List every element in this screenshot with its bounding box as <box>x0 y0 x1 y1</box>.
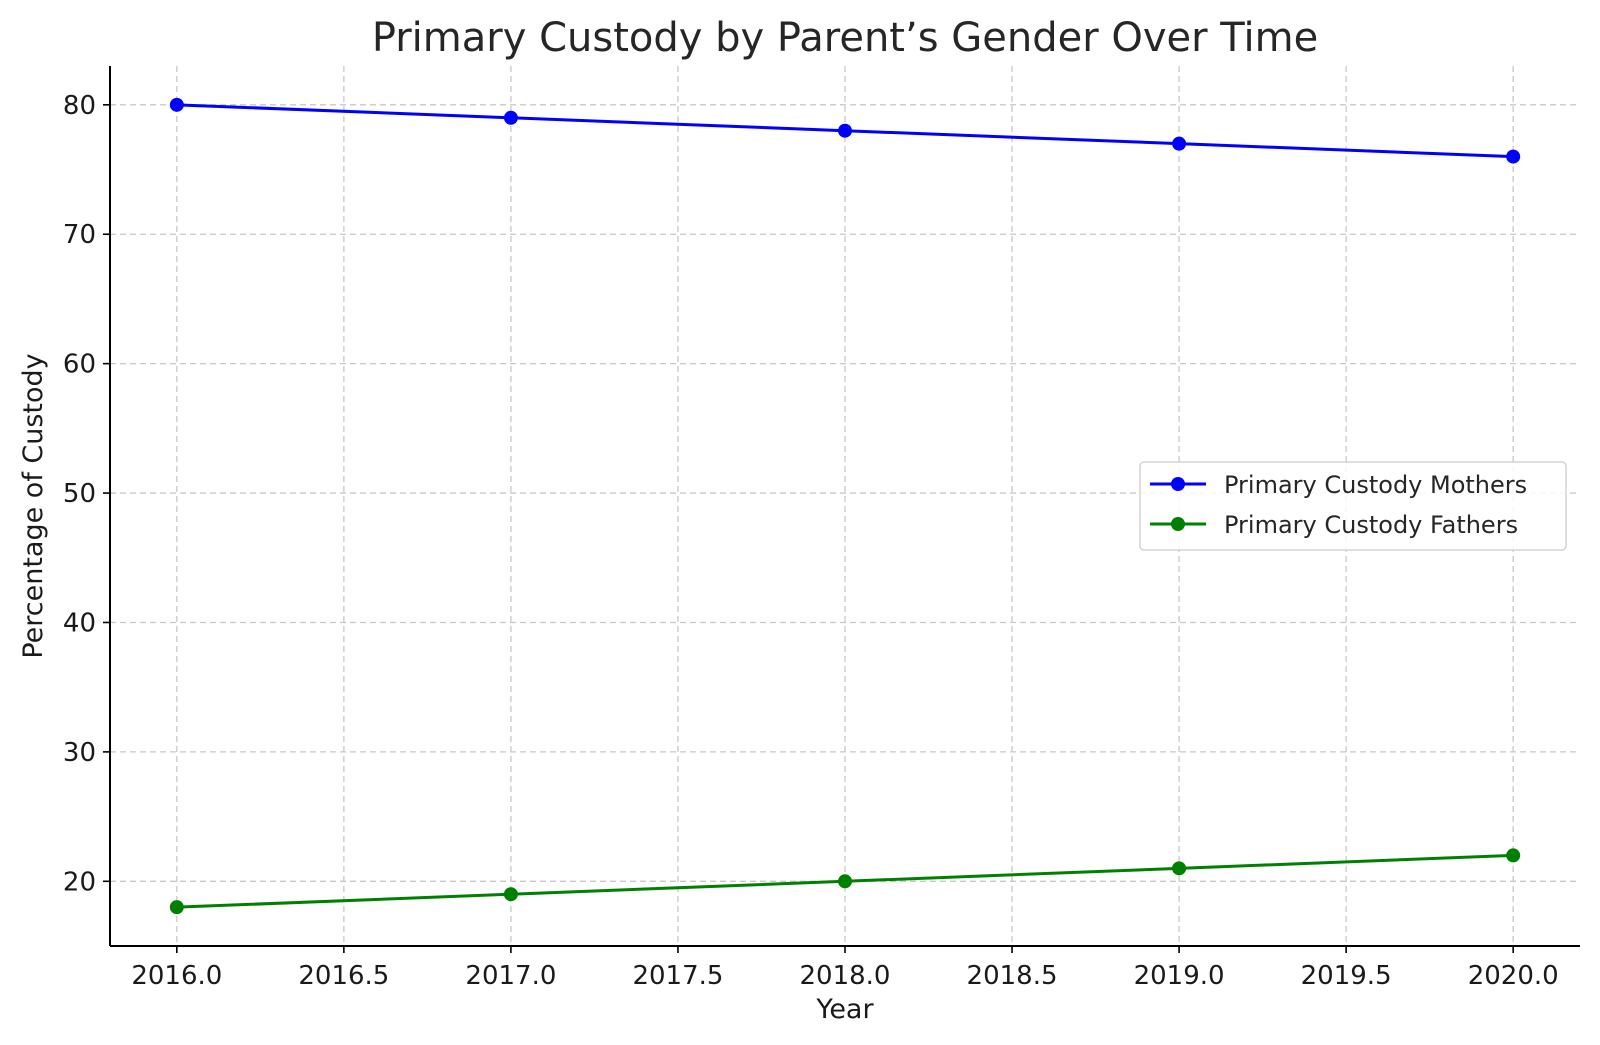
data-point-fathers <box>1172 861 1187 876</box>
y-tick-label: 80 <box>63 91 96 121</box>
legend-frame <box>1139 461 1567 551</box>
x-tick-label: 2016.0 <box>131 961 222 991</box>
y-axis-label: Percentage of Custody <box>18 353 49 658</box>
legend: Primary Custody Mothers Primary Custody … <box>1139 461 1567 551</box>
x-tick-label: 2018.5 <box>967 961 1058 991</box>
data-point-mothers <box>503 110 518 125</box>
legend-label-mothers: Primary Custody Mothers <box>1224 471 1527 499</box>
chart-title: Primary Custody by Parent’s Gender Over … <box>372 15 1318 61</box>
x-tick-label: 2017.0 <box>465 961 556 991</box>
y-tick-label: 70 <box>63 220 96 250</box>
legend-marker-mothers <box>1171 477 1185 491</box>
plot-area <box>169 97 1521 915</box>
y-tick-label: 30 <box>63 738 96 768</box>
legend-marker-fathers <box>1171 517 1185 531</box>
x-tick-label: 2019.0 <box>1134 961 1225 991</box>
x-tick-label: 2020.0 <box>1468 961 1559 991</box>
y-tick-label: 40 <box>63 608 96 638</box>
data-point-mothers <box>1172 136 1187 151</box>
x-axis-ticks: 2016.0 2016.5 2017.0 2017.5 2018.0 2018.5 2019… <box>131 946 1559 991</box>
y-tick-label: 20 <box>63 867 96 897</box>
data-point-fathers <box>169 900 184 915</box>
data-point-mothers <box>838 123 852 138</box>
data-point-mothers <box>1506 149 1521 164</box>
y-tick-label: 50 <box>63 479 96 509</box>
data-point-fathers <box>838 874 852 889</box>
x-tick-label: 2018.0 <box>800 961 891 991</box>
x-tick-label: 2017.5 <box>632 961 723 991</box>
y-tick-label: 60 <box>63 350 96 380</box>
legend-item-fathers: Primary Custody Fathers <box>1150 511 1518 539</box>
x-axis-label: Year <box>815 994 874 1025</box>
legend-label-fathers: Primary Custody Fathers <box>1224 511 1518 539</box>
x-tick-label: 2019.5 <box>1301 961 1392 991</box>
data-point-fathers <box>503 887 518 902</box>
y-axis-ticks: 20 30 40 50 60 70 80 <box>63 91 110 897</box>
x-tick-label: 2016.5 <box>298 961 389 991</box>
legend-item-mothers: Primary Custody Mothers <box>1150 471 1527 499</box>
data-point-fathers <box>1506 848 1521 863</box>
data-point-mothers <box>169 97 184 112</box>
